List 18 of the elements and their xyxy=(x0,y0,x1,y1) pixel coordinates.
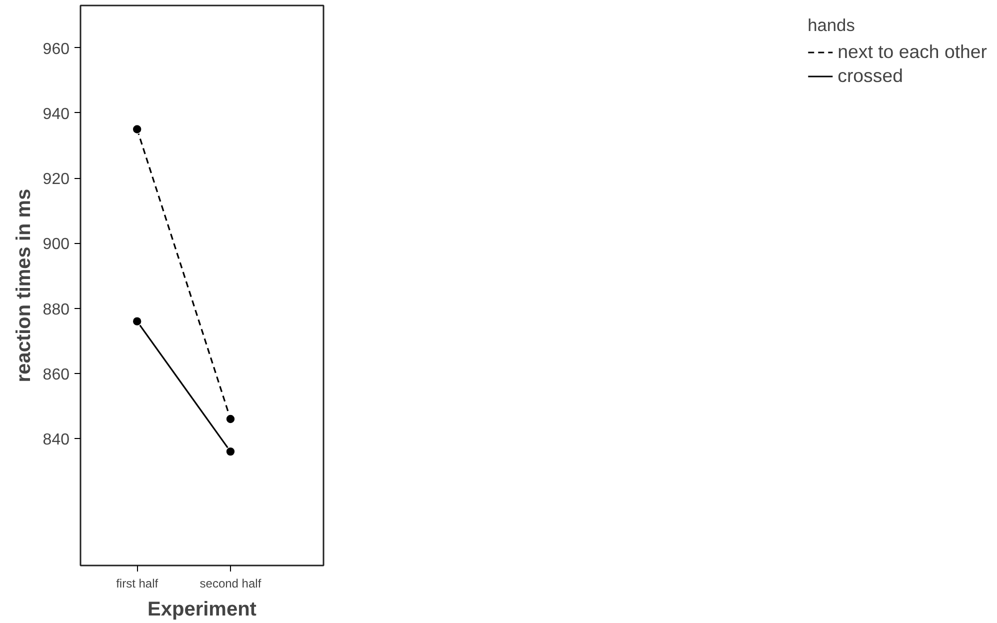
y-tick-label: 920 xyxy=(42,171,70,188)
y-tick-label: 940 xyxy=(42,106,70,123)
y-tick-label: 960 xyxy=(42,40,70,58)
x-tick-label: second half xyxy=(200,576,262,590)
x-axis-title: Experiment xyxy=(148,598,257,620)
legend-title: hands xyxy=(808,15,856,36)
point xyxy=(226,414,236,424)
point xyxy=(132,124,142,134)
y-tick-label: 860 xyxy=(42,366,70,384)
y-tick-label: 880 xyxy=(42,301,70,318)
y-tick-label: 900 xyxy=(42,236,70,254)
legend-label: next to each other xyxy=(838,41,987,63)
point xyxy=(132,316,142,326)
y-axis-title: reaction times in ms xyxy=(12,188,35,382)
point xyxy=(226,446,236,456)
x-tick-label: first half xyxy=(116,576,159,590)
legend-label: crossed xyxy=(838,65,903,87)
y-tick-label: 840 xyxy=(42,432,70,449)
